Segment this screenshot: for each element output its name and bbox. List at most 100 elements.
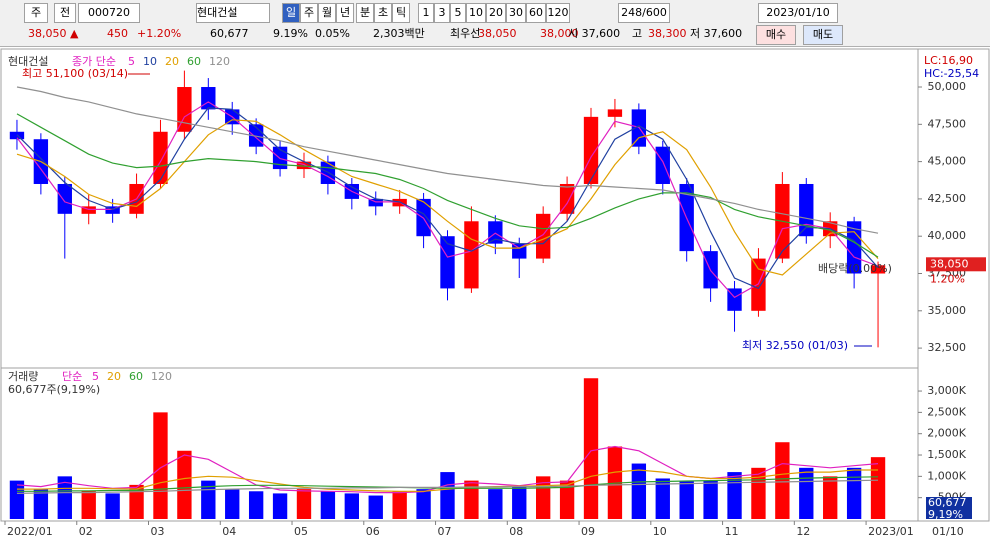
- lc-label: LC:16,90: [924, 54, 973, 67]
- ma-line: [17, 476, 879, 492]
- volume-bar: [416, 489, 431, 519]
- toolbar-item[interactable]: 60: [526, 3, 546, 23]
- legend-entry: 5: [128, 55, 135, 68]
- candle-body: [751, 258, 766, 311]
- volume-bar: [799, 467, 814, 519]
- volume-bar: [57, 476, 72, 519]
- toolbar-item[interactable]: 주: [300, 3, 318, 23]
- volume-bar: [488, 489, 503, 519]
- toolbar-item[interactable]: 년: [336, 3, 354, 23]
- toolbar-item[interactable]: 월: [318, 3, 336, 23]
- volume-bar: [870, 457, 886, 519]
- candle-body: [201, 87, 216, 110]
- volume-bar: [9, 480, 25, 519]
- chart: 32,50035,00037,50040,00042,50045,00047,5…: [0, 48, 990, 538]
- legend-entry: 20: [165, 55, 179, 68]
- volume-bar: [153, 412, 168, 519]
- toolbar-item[interactable]: 1: [418, 3, 434, 23]
- legend-entry: 20: [107, 370, 121, 383]
- y-tick-label: 40,000: [928, 229, 967, 242]
- quote-field: +1.20%: [137, 27, 182, 40]
- volume-bar: [655, 478, 670, 519]
- order-button[interactable]: 매수: [756, 25, 796, 45]
- legend-prefix: 종가 단순: [72, 55, 116, 68]
- y-tick-label: 35,000: [928, 304, 967, 317]
- x-tick-label: 08: [509, 525, 523, 538]
- candle-body: [607, 109, 623, 117]
- quote-field: 2,303백만: [373, 27, 425, 40]
- toolbar-item[interactable]: 일: [282, 3, 300, 23]
- ma-line: [17, 469, 878, 492]
- y-tick-label: 50,000: [928, 80, 967, 93]
- toolbar-item[interactable]: 5: [450, 3, 466, 23]
- candle-body: [536, 213, 551, 259]
- candle-body: [153, 131, 168, 184]
- x-tick-label: 09: [581, 525, 595, 538]
- x-tick-label: 2023/01: [868, 525, 914, 538]
- x-tick-label: 12: [796, 525, 810, 538]
- volume-bar: [81, 491, 96, 519]
- candle-body: [559, 183, 575, 214]
- toolbar-item[interactable]: 000720: [78, 3, 140, 23]
- candle-body: [416, 198, 431, 237]
- candle-body: [655, 146, 670, 184]
- quote-field: 38,050 ▲: [28, 27, 79, 40]
- toolbar-item[interactable]: 30: [506, 3, 526, 23]
- ma-line: [16, 107, 879, 290]
- ma-line: [16, 101, 879, 299]
- y-tick-label: 32,500: [928, 341, 967, 354]
- candle-body: [870, 265, 886, 274]
- toolbar-item[interactable]: 초: [374, 3, 392, 23]
- candle-body: [177, 87, 192, 132]
- candle-body: [392, 198, 407, 207]
- toolbar-item[interactable]: 주: [24, 3, 48, 23]
- quote-field: 60,677: [210, 27, 249, 40]
- candle-body: [57, 183, 72, 214]
- quote-field: 450: [107, 27, 128, 40]
- legend-prefix: 단순: [62, 370, 82, 383]
- toolbar-item: 248/600: [618, 3, 670, 23]
- quote-field: 저 37,600: [690, 27, 743, 40]
- toolbar-item[interactable]: 2023/01/10: [758, 3, 838, 23]
- toolbar-item: 현대건설: [196, 3, 270, 23]
- candle-body: [583, 116, 599, 184]
- last-change-label: 1.20%: [930, 272, 965, 285]
- candle-body: [488, 221, 503, 244]
- volume-bar: [775, 442, 790, 519]
- volume-bar: [177, 450, 192, 519]
- volume-bar: [559, 480, 575, 519]
- axis-box-ratio: 9,19%: [928, 508, 963, 521]
- toolbar-item[interactable]: 120: [546, 3, 570, 23]
- toolbar-item[interactable]: 10: [466, 3, 486, 23]
- y-tick-label: 3,000K: [927, 384, 966, 397]
- volume-bar: [129, 484, 144, 519]
- legend-entry: 120: [151, 370, 172, 383]
- y-tick-label: 1,500K: [927, 448, 966, 461]
- toolbar-item[interactable]: 3: [434, 3, 450, 23]
- volume-bar: [296, 489, 312, 519]
- legend-title: 현대건설: [8, 55, 48, 68]
- x-tick-label: 2022/01: [7, 525, 53, 538]
- candle-body: [440, 236, 455, 289]
- toolbar: 주 전 000720 현대건설 일 주 월 년 분 초 틱 1 3 5 10 20 30 60 120 248/600…: [0, 0, 990, 47]
- toolbar-item[interactable]: 20: [486, 3, 506, 23]
- candle-body: [799, 183, 814, 237]
- volume-bar: [751, 467, 766, 519]
- volume-bar: [33, 489, 49, 519]
- volume-bar: [464, 480, 479, 519]
- volume-bar: [846, 467, 862, 519]
- volume-bar: [225, 489, 240, 519]
- volume-bar: [368, 495, 383, 519]
- volume-bar: [823, 476, 838, 519]
- volume-bar: [679, 480, 694, 519]
- toolbar-item[interactable]: 분: [356, 3, 374, 23]
- plot-frame: [0, 48, 990, 522]
- legend-entry: 5: [92, 370, 99, 383]
- toolbar-item[interactable]: 틱: [392, 3, 410, 23]
- legend-entry: 10: [143, 55, 157, 68]
- toolbar-item[interactable]: 전: [54, 3, 76, 23]
- legend-entry: 60: [187, 55, 201, 68]
- order-button[interactable]: 매도: [803, 25, 843, 45]
- x-end-label: 01/10: [932, 525, 964, 538]
